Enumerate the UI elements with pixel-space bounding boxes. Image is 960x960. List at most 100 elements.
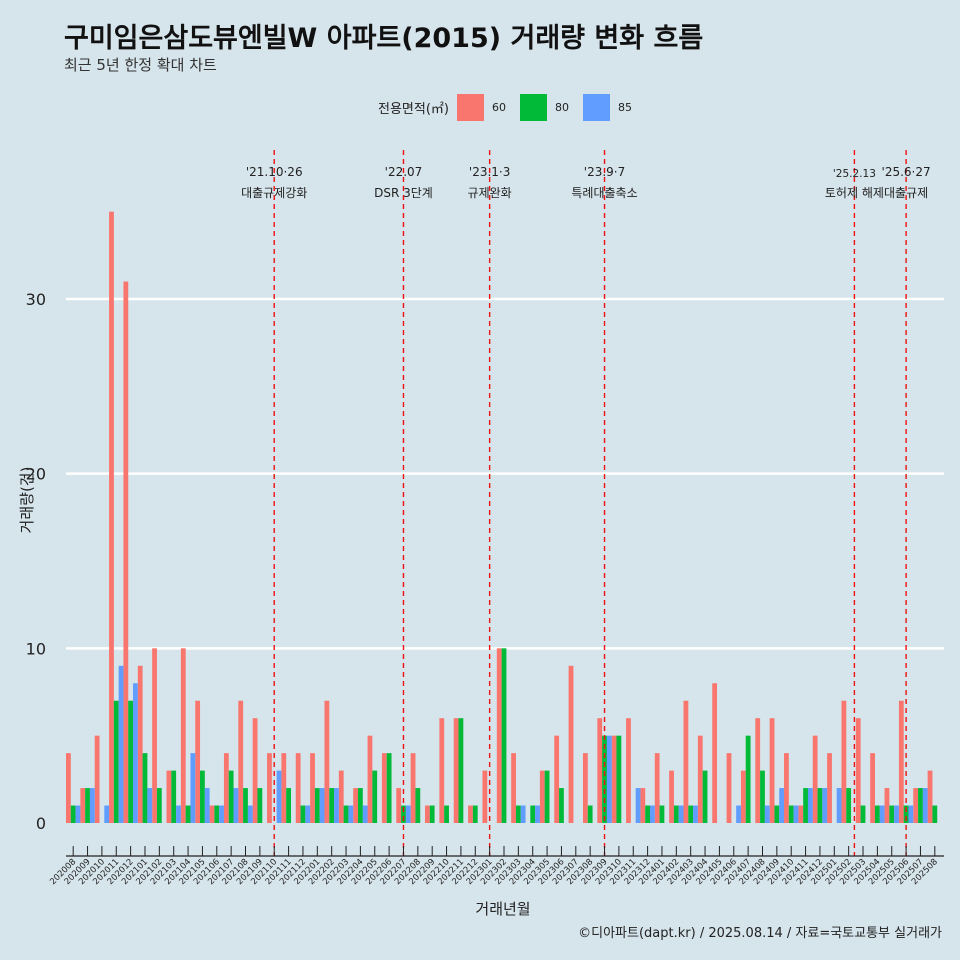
bar-60-202409 (769, 718, 775, 823)
event-date-label: '25.2.13 (833, 168, 876, 180)
bar-60-202209 (425, 805, 430, 823)
bar-80-202103 (171, 770, 177, 823)
bar-60-202102 (152, 648, 157, 823)
bar-60-202009 (80, 788, 86, 823)
bar-60-202503 (855, 718, 861, 823)
bar-80-202208 (415, 788, 421, 823)
bar-60-202303 (511, 753, 516, 823)
bar-85-202505 (894, 805, 899, 823)
bar-60-202309 (597, 718, 603, 823)
bar-60-202104 (180, 648, 186, 823)
bar-60-202311 (626, 718, 631, 823)
bar-85-202011 (118, 665, 124, 823)
bar-80-202107 (228, 770, 234, 823)
legend-key-60 (456, 93, 484, 121)
bar-80-202404 (702, 770, 708, 823)
bar-60-202501 (827, 753, 832, 823)
bar-80-202505 (889, 805, 895, 823)
event-date-label: '22.07 (385, 165, 423, 179)
event-description: DSR 3단계 (374, 186, 433, 200)
bar-60-202109 (252, 718, 258, 823)
bar-80-202411 (803, 788, 808, 823)
bar-85-202105 (204, 788, 210, 823)
bar-60-202507 (913, 788, 919, 823)
legend-key-80 (519, 93, 547, 121)
bar-60-202106 (209, 805, 215, 823)
bar-80-202211 (458, 718, 464, 823)
chart-subtitle: 최근 5년 한정 확대 차트 (64, 56, 217, 74)
bar-80-202104 (185, 805, 191, 823)
bar-60-202204 (353, 788, 358, 823)
bar-80-202112 (300, 805, 306, 823)
bar-60-202008 (66, 753, 71, 823)
bar-60-202108 (238, 700, 244, 823)
bar-60-202103 (166, 770, 172, 823)
bar-60-202105 (195, 700, 201, 823)
bar-60-202101 (137, 665, 143, 823)
bar-85-202501 (836, 788, 842, 823)
bar-80-202507 (918, 788, 923, 823)
bar-80-202206 (386, 753, 392, 823)
bar-85-202312 (650, 805, 655, 823)
legend-key-85 (582, 93, 610, 121)
bar-60-202203 (338, 770, 344, 823)
bar-60-202206 (381, 753, 387, 823)
bar-85-202012 (133, 683, 138, 823)
bars (66, 211, 938, 824)
bar-60-202401 (654, 753, 660, 823)
legend-label-60: 60 (491, 100, 506, 114)
bar-60-202407 (740, 770, 746, 823)
bar-60-202502 (841, 700, 847, 823)
bar-80-202102 (156, 788, 162, 823)
bar-60-202504 (870, 753, 875, 823)
bar-80-202105 (200, 770, 205, 823)
event-description: 대출규제강화 (241, 186, 307, 200)
bar-85-202103 (176, 805, 181, 823)
y-tick-label: 10 (26, 639, 46, 658)
bar-80-202508 (932, 805, 938, 823)
bar-60-202107 (223, 753, 229, 823)
bar-85-202311 (635, 788, 641, 823)
bar-85-202410 (793, 805, 799, 823)
bar-80-202401 (659, 805, 665, 823)
bar-85-202408 (764, 805, 770, 823)
bar-85-202406 (736, 805, 741, 823)
event-description: 특례대출축소 (571, 186, 637, 200)
bar-85-202112 (305, 805, 311, 823)
bar-85-202303 (520, 805, 526, 823)
bar-85-202204 (362, 805, 368, 823)
y-axis-title: 거래량(건) (18, 467, 36, 534)
bar-60-202408 (755, 718, 761, 823)
legend-title: 전용면적(㎡) (378, 101, 449, 117)
bar-60-202402 (669, 770, 674, 823)
bar-80-202205 (372, 770, 378, 823)
bar-60-202308 (582, 753, 588, 823)
bar-80-202304 (530, 805, 536, 823)
bar-80-202209 (429, 805, 435, 823)
bar-80-202109 (257, 788, 263, 823)
bar-60-202403 (683, 700, 689, 823)
bar-60-202404 (697, 735, 703, 823)
bar-80-202204 (358, 788, 363, 823)
bar-85-202409 (779, 788, 785, 823)
bar-85-202201 (319, 788, 325, 823)
bar-80-202309 (602, 735, 607, 823)
bar-85-202010 (104, 805, 110, 823)
bar-80-202011 (113, 700, 119, 823)
legend-label-80: 80 (554, 100, 569, 114)
bar-85-202107 (233, 788, 239, 823)
bar-80-202407 (745, 735, 751, 823)
legend: 전용면적(㎡) 60 80 85 (378, 92, 646, 122)
bar-60-202505 (884, 788, 890, 823)
bar-80-202409 (774, 805, 780, 823)
bar-60-202506 (898, 700, 904, 823)
bar-80-202106 (214, 805, 220, 823)
bar-80-202210 (444, 805, 449, 823)
event-date-label: '25.6·27 (882, 165, 931, 179)
y-tick-label: 30 (26, 290, 46, 309)
bar-85-202304 (535, 805, 540, 823)
annotations: '21.10·26 대출규제강화 '22.07 DSR 3단계 '23.1·3 규제완화 '… (241, 150, 931, 856)
bar-60-202212 (468, 805, 473, 823)
bar-60-202208 (410, 753, 416, 823)
